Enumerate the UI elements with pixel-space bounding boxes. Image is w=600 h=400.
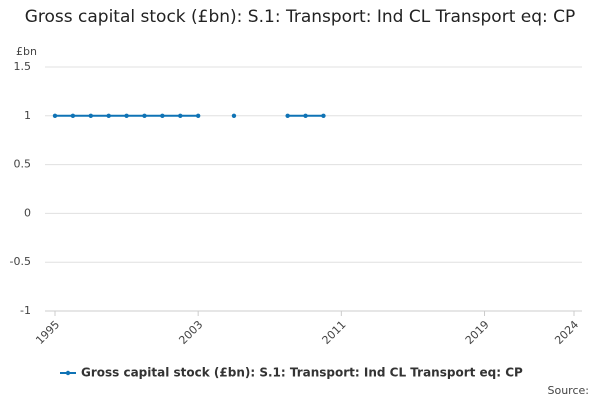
x-tick-label: 2011 — [320, 318, 349, 347]
chart-title: Gross capital stock (£bn): S.1: Transpor… — [24, 7, 576, 27]
data-point — [178, 113, 183, 119]
data-point — [106, 113, 111, 119]
source: Source: — [548, 384, 590, 397]
x-tick-label: 2024 — [552, 318, 581, 347]
data-point — [321, 113, 326, 119]
data-point — [124, 113, 129, 119]
y-axis-label: £bn — [16, 45, 37, 58]
y-tick-label: 0.5 — [14, 158, 32, 171]
legend-label: Gross capital stock (£bn): S.1: Transpor… — [81, 366, 523, 380]
data-point — [88, 113, 93, 119]
x-tick-label: 1995 — [33, 318, 62, 347]
x-tick-label: 2019 — [463, 318, 492, 347]
data-point — [70, 113, 76, 119]
legend-marker — [65, 370, 71, 376]
y-tick-label: -1 — [20, 304, 31, 317]
y-tick-label: 1 — [24, 109, 31, 122]
data-point — [142, 113, 147, 119]
data-point — [231, 113, 237, 119]
y-tick-label: 0 — [24, 206, 31, 219]
y-tick-label: 1.5 — [14, 60, 32, 73]
data-point — [160, 113, 165, 119]
data-point — [285, 113, 290, 119]
data-point — [195, 113, 201, 119]
x-tick-label: 2003 — [176, 318, 205, 347]
data-point — [52, 113, 58, 119]
y-tick-label: -0.5 — [10, 255, 31, 268]
data-point — [303, 113, 308, 119]
